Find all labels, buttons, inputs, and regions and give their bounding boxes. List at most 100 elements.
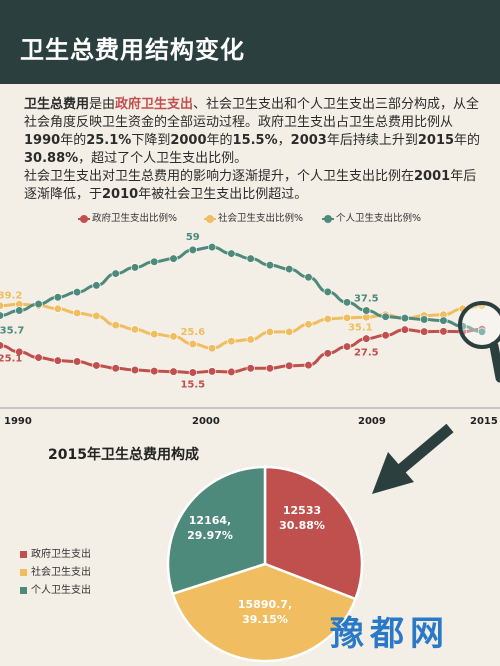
pie-chart-legend: 政府卫生支出 社会卫生支出 个人卫生支出 <box>20 546 91 600</box>
series-point-2 <box>362 306 371 315</box>
series-point-0 <box>150 366 159 376</box>
series-point-0 <box>15 347 24 357</box>
x-tick-label: 1990 <box>4 416 32 427</box>
para-text: 年被社会卫生支出比例超过。 <box>138 187 308 202</box>
pie-value-label: 12164, <box>189 514 231 527</box>
series-point-2 <box>207 242 217 252</box>
series-point-0 <box>304 361 313 370</box>
data-label: 25.1 <box>0 353 22 364</box>
series-point-0 <box>130 365 140 375</box>
para-year: 1990 <box>24 133 61 148</box>
arrow-icon <box>372 423 454 494</box>
series-point-0 <box>285 361 294 370</box>
series-point-1 <box>53 304 62 313</box>
series-line-2 <box>0 245 483 334</box>
series-point-1 <box>246 335 255 344</box>
pie-pct-label: 30.88% <box>279 519 325 532</box>
pie-legend-label: 政府卫生支出 <box>31 549 91 560</box>
series-point-0 <box>207 367 217 376</box>
series-point-0 <box>227 367 236 377</box>
series-point-1 <box>323 314 332 324</box>
legend-item-gov: 政府卫生支出比例% <box>78 210 177 224</box>
pie-legend-item: 政府卫生支出 <box>20 546 91 564</box>
legend-label: 个人卫生支出比例% <box>336 213 422 224</box>
pie-chart-title: 2015年卫生总费用构成 <box>48 447 199 463</box>
series-point-2 <box>15 306 24 315</box>
series-point-2 <box>246 254 255 263</box>
data-label: 35.7 <box>0 326 24 337</box>
data-label: 37.5 <box>354 294 379 305</box>
legend-dot-swatch <box>80 214 88 223</box>
para-text: 年后逐渐降低，于 <box>24 169 477 202</box>
series-point-2 <box>323 287 332 297</box>
data-label: 27.5 <box>354 348 379 359</box>
series-point-2 <box>285 264 294 274</box>
para-text: 是由 <box>89 97 116 112</box>
series-point-1 <box>362 313 371 322</box>
pie-value-label: 12533 <box>283 504 321 517</box>
magnifier-icon <box>458 301 500 383</box>
pie-legend-label: 个人卫生支出 <box>31 585 91 596</box>
series-point-1 <box>342 313 352 322</box>
legend-dot-swatch <box>206 214 214 223</box>
para-highlight: 政府卫生支出 <box>115 97 194 112</box>
legend-item-social: 社会卫生支出比例% <box>204 210 303 224</box>
series-point-0 <box>169 367 178 376</box>
series-point-2 <box>0 311 5 320</box>
para-term: 卫生总费用 <box>24 97 90 112</box>
legend-label: 政府卫生支出比例% <box>92 213 178 224</box>
series-point-0 <box>439 327 448 336</box>
x-tick-label: 2000 <box>192 416 220 427</box>
para-text: 年的 <box>454 133 481 148</box>
series-point-2 <box>265 261 275 270</box>
series-point-2 <box>92 281 101 290</box>
series-point-0 <box>323 349 332 358</box>
data-label: 35.1 <box>348 322 373 333</box>
legend-label: 社会卫生支出比例% <box>218 213 304 224</box>
pie-slice <box>166 465 267 596</box>
series-point-0 <box>0 341 5 350</box>
para-year: 2001 <box>414 169 451 184</box>
legend-item-personal: 个人卫生支出比例% <box>322 210 421 224</box>
series-point-1 <box>92 311 101 320</box>
para-text: 年的 <box>60 133 87 148</box>
series-point-0 <box>342 342 352 351</box>
pie-legend-item: 个人卫生支出 <box>20 582 91 600</box>
series-point-2 <box>150 257 159 266</box>
data-label: 39.2 <box>0 291 22 302</box>
series-point-0 <box>34 353 43 362</box>
series-point-2 <box>188 245 197 255</box>
series-point-0 <box>111 364 120 373</box>
series-point-2 <box>73 288 82 297</box>
pie-legend-label: 社会卫生支出 <box>31 567 91 578</box>
series-point-0 <box>73 357 82 366</box>
para-text: 社会卫生支出对卫生总费用的影响力逐渐提升，个人卫生支出比例在 <box>24 169 415 184</box>
series-point-0 <box>265 364 275 373</box>
watermark-logo: 豫都网 <box>330 614 450 654</box>
series-line-0 <box>0 327 483 375</box>
para-value: 15.5% <box>232 133 278 148</box>
series-point-2 <box>34 299 43 309</box>
series-point-0 <box>92 361 101 370</box>
series-point-2 <box>169 254 178 263</box>
pie-pct-label: 39.15% <box>242 613 288 626</box>
series-point-2 <box>53 293 62 302</box>
series-point-2 <box>381 312 390 321</box>
line-chart: 1990 2000 2009 2015 25.1 15.5 27.5 39.2 25.6 35.1… <box>0 232 500 427</box>
series-point-2 <box>111 269 120 278</box>
data-label: 59 <box>186 232 200 243</box>
series-point-0 <box>400 325 409 334</box>
series-point-1 <box>0 301 5 310</box>
data-label: 25.6 <box>180 327 205 338</box>
series-point-1 <box>130 325 140 334</box>
para-text: 下降到 <box>131 133 171 148</box>
para-value: 25.1% <box>86 133 132 148</box>
series-point-2 <box>400 314 409 323</box>
x-tick-label: 2009 <box>358 416 386 427</box>
para-value: 30.88% <box>24 151 79 166</box>
page-title: 卫生总费用结构变化 <box>20 36 245 64</box>
para-year: 2015 <box>417 133 455 148</box>
header-banner: 卫生总费用结构变化 <box>0 0 500 84</box>
series-point-0 <box>246 364 255 373</box>
series-point-2 <box>439 316 448 325</box>
